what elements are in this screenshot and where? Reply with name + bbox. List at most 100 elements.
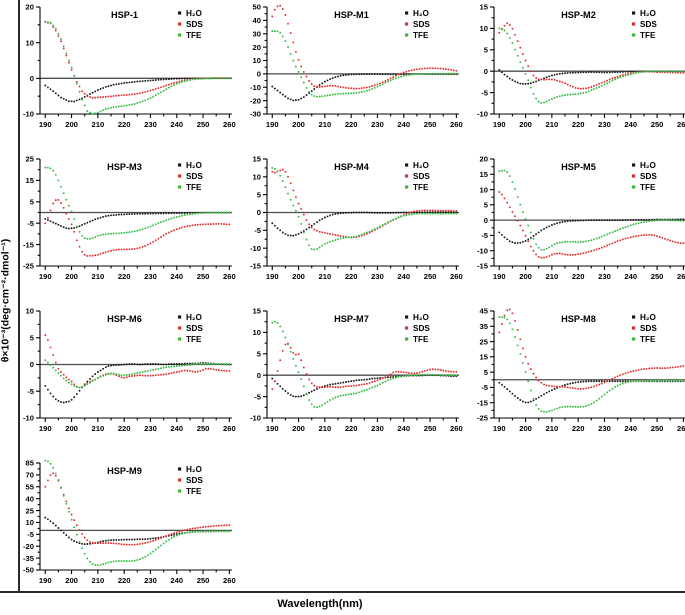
svg-text:210: 210 <box>92 272 105 281</box>
subplot-title: HSP-1 <box>111 10 138 20</box>
svg-text:240: 240 <box>397 120 410 129</box>
figure-left-border <box>18 0 20 592</box>
svg-text:-5: -5 <box>481 231 489 240</box>
svg-text:230: 230 <box>598 120 611 129</box>
legend-label: H₂O <box>413 9 430 18</box>
svg-text:250: 250 <box>197 424 210 433</box>
subplot-title: HSP-M7 <box>334 314 369 324</box>
subplot-hsp-m5: -15 -10 -5 0 5 10 15 20 190 200 210 220 230 240 250 260… <box>468 154 685 304</box>
svg-text:260: 260 <box>223 576 236 585</box>
svg-text:220: 220 <box>572 272 585 281</box>
legend-marker <box>405 337 409 341</box>
chart-HSP-M6: -10 -5 0 5 10 190 200 210 220 230 240 250 260 HSP-M6 H… <box>23 307 236 433</box>
svg-text:15: 15 <box>480 3 489 12</box>
svg-text:200: 200 <box>519 272 532 281</box>
legend: H₂O SDS TFE <box>178 465 203 496</box>
chart-HSP-M8: -25 -15 -5 5 15 25 35 45 190 200 210 220 230 240 250 26… <box>477 307 685 433</box>
svg-text:-5: -5 <box>254 226 262 235</box>
svg-text:230: 230 <box>598 272 611 281</box>
legend: H₂O SDS TFE <box>632 313 657 344</box>
legend-label: H₂O <box>640 9 657 18</box>
legend-label: H₂O <box>640 313 657 322</box>
svg-text:190: 190 <box>39 120 52 129</box>
axes <box>490 6 685 118</box>
series-TFE <box>271 166 458 251</box>
svg-text:200: 200 <box>519 424 532 433</box>
svg-text:0: 0 <box>257 70 261 79</box>
legend-label: SDS <box>186 324 203 333</box>
chart-HSP-1: -10 0 10 20 190 200 210 220 230 240 250 260 HSP-1 H₂O… <box>23 3 236 129</box>
subplot-title: HSP-M1 <box>334 10 369 20</box>
legend-label: SDS <box>640 324 657 333</box>
svg-text:-10: -10 <box>250 414 261 423</box>
svg-text:5: 5 <box>30 333 35 342</box>
svg-text:190: 190 <box>493 120 506 129</box>
legend-label: SDS <box>186 20 203 29</box>
svg-text:-25: -25 <box>477 414 489 423</box>
svg-text:230: 230 <box>144 424 157 433</box>
x-axis-title: Wavelength(nm) <box>277 598 363 610</box>
svg-text:240: 240 <box>624 424 637 433</box>
series-SDS <box>271 4 458 90</box>
legend: H₂O SDS TFE <box>632 9 657 40</box>
series-TFE <box>498 316 685 413</box>
svg-text:10: 10 <box>26 38 34 47</box>
legend-label: H₂O <box>186 9 203 18</box>
svg-text:35: 35 <box>480 322 489 331</box>
legend-marker <box>178 185 182 189</box>
legend-marker <box>178 489 182 493</box>
tick-labels: -15 -10 -5 0 5 10 15 190 200 210 220 230 240 250 260 <box>250 155 463 281</box>
tick-labels: -10 0 10 20 190 200 210 220 230 240 250 260 <box>23 3 236 129</box>
series-SDS <box>498 308 685 390</box>
svg-text:250: 250 <box>651 424 664 433</box>
legend-label: TFE <box>640 335 656 344</box>
chart-HSP-M5: -15 -10 -5 0 5 10 15 20 190 200 210 220 230 240 250 260… <box>477 155 685 281</box>
svg-text:190: 190 <box>266 424 279 433</box>
svg-text:260: 260 <box>677 120 685 129</box>
svg-text:210: 210 <box>546 120 559 129</box>
legend-label: SDS <box>640 20 657 29</box>
legend-label: TFE <box>186 335 202 344</box>
legend-marker <box>178 22 182 26</box>
svg-text:40: 40 <box>253 16 261 25</box>
legend-marker <box>178 163 182 167</box>
svg-text:-15: -15 <box>250 262 262 271</box>
series-TFE <box>44 20 231 115</box>
legend-label: H₂O <box>186 465 203 474</box>
svg-text:240: 240 <box>170 120 183 129</box>
series-SDS <box>44 198 231 257</box>
svg-text:50: 50 <box>253 3 261 12</box>
series-H₂O <box>44 361 231 404</box>
svg-text:-10: -10 <box>23 414 34 423</box>
legend-marker <box>178 33 182 37</box>
svg-text:260: 260 <box>223 272 236 281</box>
series-TFE <box>498 169 685 251</box>
subplot-title: HSP-M3 <box>107 162 142 172</box>
series-H₂O <box>271 211 458 237</box>
svg-text:-20: -20 <box>250 96 261 105</box>
subplot-title: HSP-M8 <box>561 314 596 324</box>
legend: H₂O SDS TFE <box>178 9 203 40</box>
svg-text:-15: -15 <box>477 398 489 407</box>
legend-marker <box>632 337 636 341</box>
svg-text:220: 220 <box>118 576 131 585</box>
svg-text:200: 200 <box>65 424 78 433</box>
svg-text:15: 15 <box>26 176 35 185</box>
svg-text:260: 260 <box>450 272 463 281</box>
svg-text:230: 230 <box>144 272 157 281</box>
legend: H₂O SDS TFE <box>405 313 430 344</box>
series-H₂O <box>271 374 458 398</box>
svg-text:210: 210 <box>92 120 105 129</box>
y-axis-title: θ×10⁻³(deg·cm⁻²·dmol⁻¹) <box>0 238 12 363</box>
svg-text:220: 220 <box>118 120 131 129</box>
axes <box>36 462 232 574</box>
legend-marker <box>178 337 182 341</box>
axes <box>36 158 232 270</box>
subplot-hsp-m7: -10 -5 0 5 10 15 190 200 210 220 230 240 250 260 HSP-M… <box>241 306 466 456</box>
figure-bottom-rule <box>0 591 685 593</box>
svg-text:210: 210 <box>92 424 105 433</box>
legend: H₂O SDS TFE <box>405 9 430 40</box>
svg-text:10: 10 <box>253 328 261 337</box>
series-H₂O <box>44 211 231 230</box>
svg-text:-10: -10 <box>477 246 488 255</box>
